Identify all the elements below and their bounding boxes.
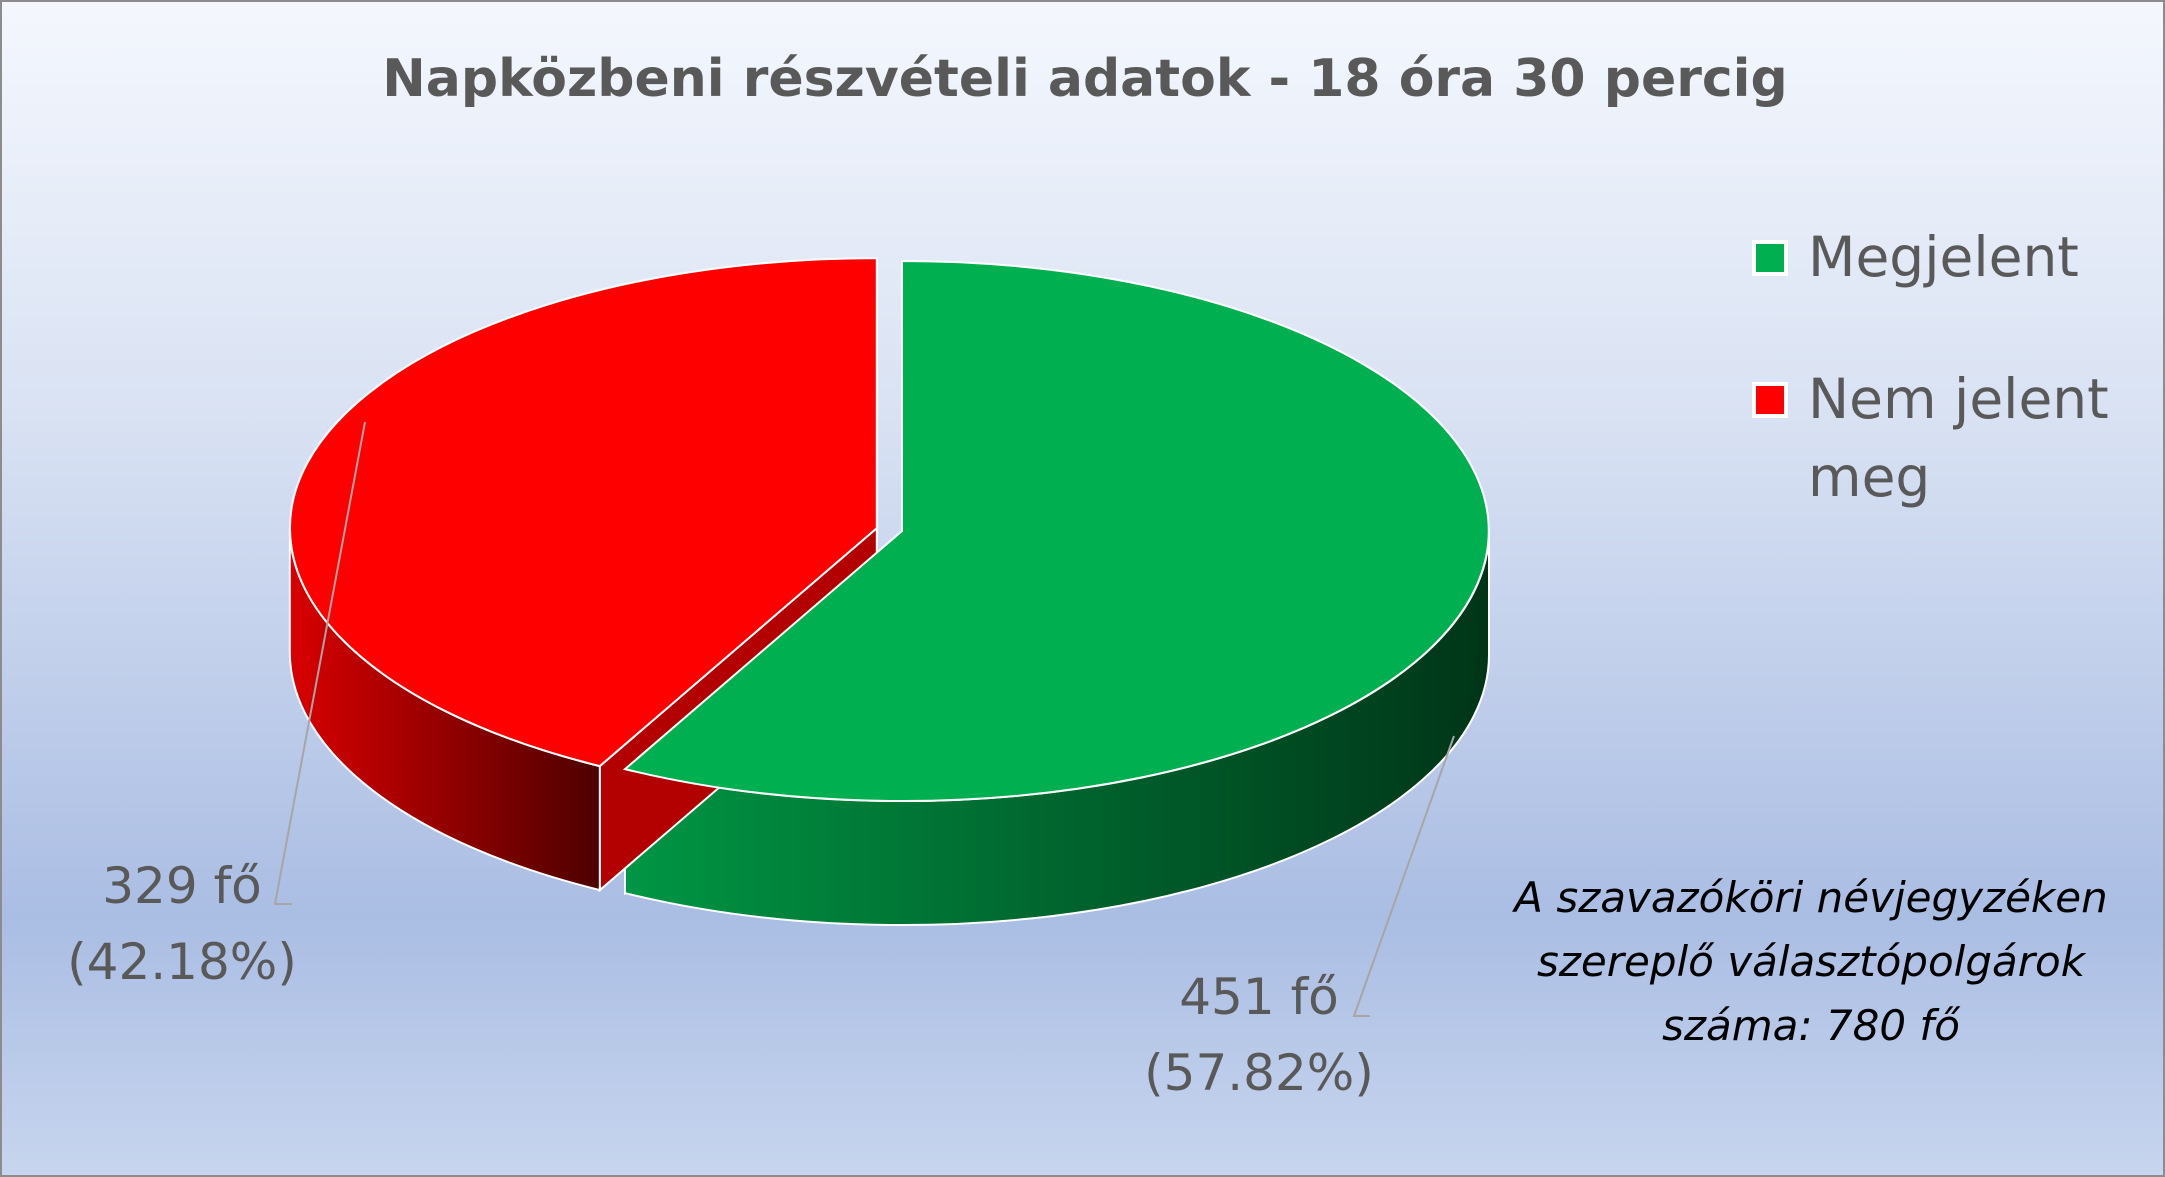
legend-swatch (1752, 382, 1788, 418)
slice (289, 257, 878, 768)
legend-swatch (1752, 240, 1788, 276)
slice (622, 259, 1490, 802)
chart-title: Napközbeni részvételi adatok - 18 óra 30… (382, 49, 1787, 109)
slice-tops (289, 257, 1490, 802)
data-label: 451 fő (57.82%) (1144, 968, 1374, 1102)
leader-line (273, 421, 366, 905)
annotation: A szavazóköri névjegyzéken szereplő vála… (1514, 873, 2108, 1050)
leader-line (1352, 735, 1455, 1017)
legend-label: Megjelent (1808, 225, 2079, 289)
data-label: 329 fő (42.18%) (67, 857, 297, 991)
legend-label: Nem jelent meg (1808, 367, 2109, 509)
